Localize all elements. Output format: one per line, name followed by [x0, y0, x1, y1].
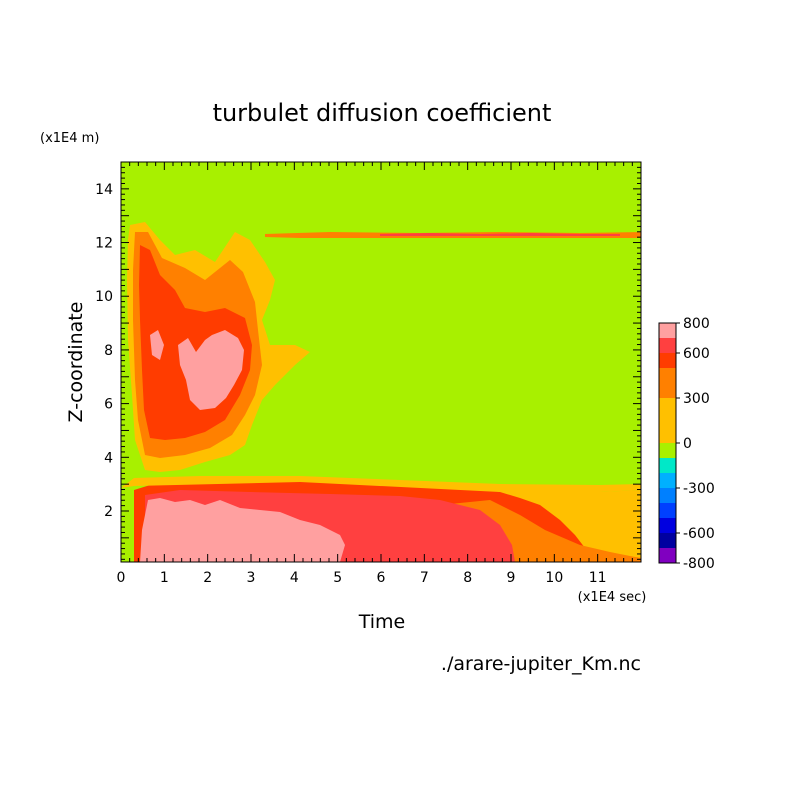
region-lower-fringe	[121, 476, 641, 492]
x-tick-label: 0	[117, 570, 126, 586]
x-tick-label: 10	[545, 570, 563, 586]
contour-regions	[121, 222, 641, 562]
y-tick-label: 14	[95, 182, 113, 198]
y-tick-label: 6	[104, 397, 113, 413]
source-file-label: ./arare-jupiter_Km.nc	[441, 653, 641, 675]
colorbar-swatch	[659, 473, 676, 488]
chart-title: turbulet diffusion coefficient	[213, 99, 552, 127]
x-tick-label: 8	[463, 570, 472, 586]
x-tick-label: 2	[203, 570, 212, 586]
y-axis-label: Z-coordinate	[65, 302, 87, 423]
colorbar-swatch	[659, 398, 676, 443]
region-lower-strongest	[140, 498, 345, 562]
x-tick-label: 7	[420, 570, 429, 586]
x-tick-label: 9	[507, 570, 516, 586]
colorbar-label: -800	[683, 556, 715, 572]
colorbar-label: 600	[683, 346, 710, 362]
colorbar-swatch	[659, 458, 676, 473]
colorbar-label: -300	[683, 481, 715, 497]
colorbar-label: -600	[683, 526, 715, 542]
y-tick-label: 8	[104, 343, 113, 359]
y-tick-label: 4	[104, 450, 113, 466]
y-tick-label: 2	[104, 504, 113, 520]
colorbar-swatch	[659, 353, 676, 368]
y-tick-label: 10	[95, 289, 113, 305]
colorbar-label: 0	[683, 436, 692, 452]
y-tick-label: 12	[95, 236, 113, 252]
colorbar-swatch	[659, 443, 676, 458]
colorbar-swatch	[659, 548, 676, 563]
x-tick-label: 11	[589, 570, 607, 586]
colorbar-swatch	[659, 503, 676, 518]
region-plume-core	[178, 330, 244, 410]
colorbar-label: 800	[683, 316, 710, 332]
colorbar-swatch	[659, 488, 676, 503]
x-tick-label: 3	[247, 570, 256, 586]
x-axis: 0 1 2 3 4 5 6 7 8 9 10 11	[117, 162, 642, 586]
x-axis-label: Time	[358, 611, 406, 633]
x-unit-label: (x1E4 sec)	[578, 590, 647, 605]
colorbar-label: 300	[683, 391, 710, 407]
y-unit-label: (x1E4 m)	[40, 131, 99, 146]
y-axis: 2 4 6 8 10 12 14	[95, 161, 641, 560]
x-tick-label: 1	[160, 570, 169, 586]
x-tick-label: 4	[290, 570, 299, 586]
x-tick-label: 5	[333, 570, 342, 586]
region-plume-core-small	[150, 330, 164, 360]
colorbar-swatch	[659, 323, 676, 338]
colorbar-swatch	[659, 338, 676, 353]
colorbar-swatch	[659, 533, 676, 548]
colorbar-swatch	[659, 518, 676, 533]
colorbar: 800 600 300 0 -300 -600 -800	[658, 316, 715, 572]
x-tick-label: 6	[377, 570, 386, 586]
region-upper-core	[380, 233, 620, 236]
colorbar-swatch	[659, 368, 676, 398]
